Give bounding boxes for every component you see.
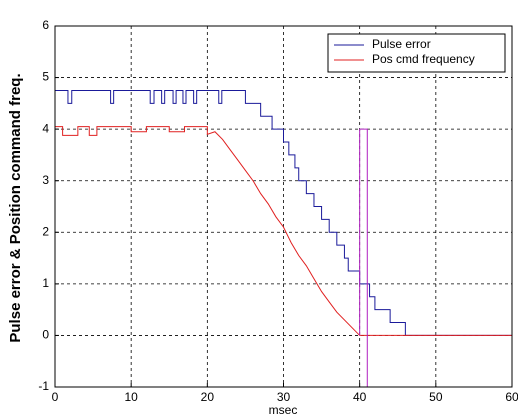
- x-tick-label: 40: [353, 390, 367, 404]
- y-tick-label: 5: [42, 70, 49, 84]
- series-line: [359, 128, 368, 387]
- plot-frame: [54, 25, 513, 388]
- legend-label: Pos cmd frequency: [372, 52, 475, 66]
- legend-label: Pulse error: [372, 37, 431, 51]
- y-axis-label: Pulse error & Position command freq.: [7, 73, 24, 342]
- y-tick-label: 3: [42, 173, 49, 187]
- legend-box: [327, 33, 506, 73]
- y-tick-label: 0: [42, 328, 49, 342]
- x-tick-label: 20: [201, 390, 215, 404]
- series-line: [55, 89, 512, 336]
- x-tick-label: 60: [505, 390, 518, 404]
- x-tick-label: 50: [429, 390, 443, 404]
- x-tick-label: 10: [124, 390, 138, 404]
- x-tick-label: 0: [52, 390, 59, 404]
- y-tick-label: 2: [42, 224, 49, 238]
- y-tick-label: 4: [42, 121, 49, 135]
- y-tick-label: 6: [42, 18, 49, 32]
- x-tick-label: 30: [277, 390, 291, 404]
- x-axis-label: msec: [269, 403, 298, 417]
- y-tick-label: -1: [38, 379, 49, 393]
- series-line: [55, 126, 512, 336]
- y-tick-label: 1: [42, 276, 49, 290]
